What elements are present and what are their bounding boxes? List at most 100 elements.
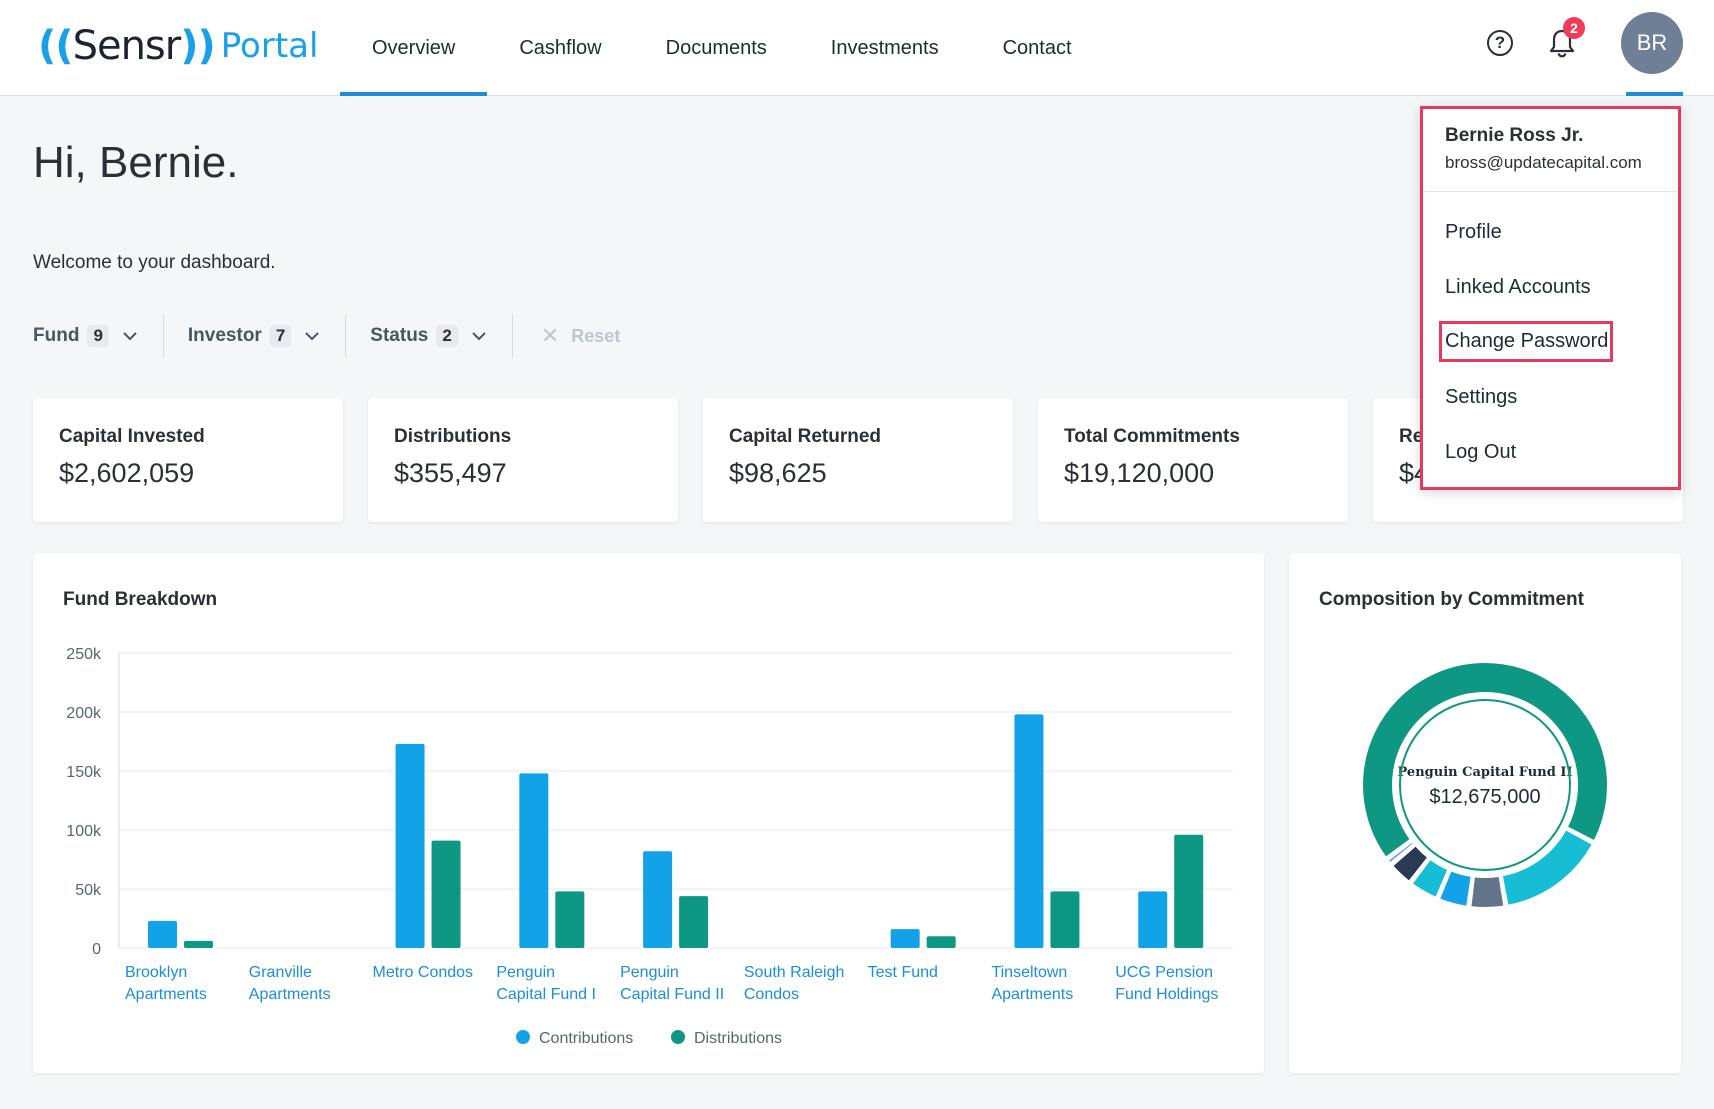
fund-breakdown-title: Fund Breakdown [63, 589, 218, 610]
menu-item-settings[interactable]: Settings [1445, 386, 1518, 408]
x-category-label[interactable]: Condos [744, 986, 799, 1003]
bar-distributions[interactable] [184, 940, 213, 948]
fund-filter-label: Fund [33, 325, 80, 346]
donut-slice[interactable] [1361, 661, 1609, 860]
legend-label[interactable]: Contributions [539, 1030, 633, 1047]
bar-contributions[interactable] [395, 743, 425, 948]
legend-label[interactable]: Distributions [694, 1030, 782, 1047]
menu-item-profile[interactable]: Profile [1445, 221, 1502, 243]
x-category-label[interactable]: Fund Holdings [1115, 986, 1218, 1003]
user-menu-email: bross@updatecapital.com [1445, 153, 1642, 172]
logo-portal-text: Portal [220, 26, 319, 66]
bar-contributions[interactable] [148, 920, 177, 948]
x-category-label[interactable]: Apartments [125, 986, 207, 1003]
kpi-value: $355,497 [394, 458, 507, 488]
reset-filters-button[interactable]: ✕ Reset [541, 323, 620, 349]
y-tick-label: 0 [92, 941, 101, 958]
x-category-label[interactable]: Capital Fund II [620, 986, 724, 1003]
fund-filter-count: 9 [87, 325, 109, 347]
x-category-label[interactable]: Test Fund [868, 964, 938, 981]
fund-breakdown-bar-chart: 0 50k 100k 150k 200k 250k Brooklyn Apartments Gr… [66, 646, 1233, 1047]
x-category-label[interactable]: Metro Condos [373, 964, 474, 981]
composition-panel: Composition by Commitment Penguin Capita… [1289, 553, 1681, 1073]
investor-filter-count: 7 [269, 325, 292, 347]
status-filter-dropdown[interactable]: Status 2 [370, 314, 513, 358]
x-category-label[interactable]: UCG Pension [1115, 964, 1213, 981]
investor-filter-dropdown[interactable]: Investor 7 [187, 314, 347, 358]
user-menu-name: Bernie Ross Jr. [1445, 125, 1584, 146]
donut-slice[interactable] [1500, 827, 1595, 908]
kpi-value: $2,602,059 [59, 458, 195, 488]
top-navigation-bar: ((Sensr)) Portal Overview Cashflow Docum… [0, 0, 1714, 96]
fund-filter-dropdown[interactable]: Fund 9 [33, 314, 164, 358]
menu-item-change-password[interactable]: Change Password [1438, 321, 1614, 362]
nav-investments[interactable]: Investments [830, 36, 939, 59]
donut-slice[interactable] [1410, 857, 1450, 900]
bar-contributions[interactable] [1138, 891, 1168, 948]
x-category-label[interactable]: South Raleigh [744, 964, 845, 981]
y-tick-label: 100k [66, 823, 102, 840]
welcome-text: Welcome to your dashboard. [33, 252, 276, 273]
kpi-value: $98,625 [729, 458, 827, 488]
fund-breakdown-panel: Fund Breakdown 0 50k 100k 150k 200k 250k Brook… [33, 553, 1264, 1073]
kpi-card-distributions: Distributions $355,497 [368, 398, 678, 522]
bar-distributions[interactable] [679, 896, 709, 948]
bar-distributions[interactable] [431, 840, 461, 948]
x-category-label[interactable]: Apartments [249, 986, 331, 1003]
bar-distributions[interactable] [1050, 891, 1080, 948]
reset-label: Reset [571, 325, 621, 346]
bar-contributions[interactable] [890, 929, 920, 948]
bar-contributions[interactable] [1014, 714, 1044, 948]
donut-slice[interactable] [1390, 843, 1430, 884]
user-avatar-button[interactable]: BR [1621, 12, 1683, 74]
kpi-card-capital-invested: Capital Invested $2,602,059 [33, 398, 343, 522]
chevron-down-icon [472, 332, 486, 341]
kpi-value: $19,120,000 [1064, 458, 1215, 488]
donut-slice[interactable] [1437, 869, 1473, 908]
kpi-label: Capital Returned [729, 426, 882, 447]
investor-filter-label: Investor [187, 325, 262, 346]
legend-marker [671, 1030, 685, 1044]
logo-brand: ((Sensr)) [38, 23, 216, 69]
x-category-label[interactable]: Granville [249, 964, 312, 981]
notification-badge: 2 [1563, 17, 1585, 39]
menu-item-log-out[interactable]: Log Out [1445, 441, 1517, 463]
bar-distributions[interactable] [555, 891, 585, 948]
kpi-label: Distributions [394, 426, 512, 447]
x-category-label[interactable]: Penguin [620, 964, 679, 981]
x-category-label[interactable]: Tinseltown [991, 964, 1067, 981]
close-icon: ✕ [540, 323, 560, 348]
x-category-label[interactable]: Penguin [496, 964, 555, 981]
donut-slice[interactable] [1386, 839, 1416, 865]
status-filter-label: Status [370, 325, 429, 346]
nav-documents[interactable]: Documents [665, 36, 767, 59]
bar-distributions[interactable] [926, 936, 956, 948]
kpi-label: Total Commitments [1064, 426, 1240, 447]
kpi-label: Re [1399, 426, 1424, 447]
legend-marker [516, 1030, 530, 1044]
nav-overview[interactable]: Overview [340, 0, 488, 96]
chevron-down-icon [305, 332, 320, 341]
bar-contributions[interactable] [643, 851, 673, 948]
donut-slice[interactable] [1469, 874, 1506, 909]
x-category-label[interactable]: Capital Fund I [496, 986, 596, 1003]
nav-contact[interactable]: Contact [1002, 36, 1072, 59]
kpi-card-total-commitments: Total Commitments $19,120,000 [1038, 398, 1348, 522]
menu-item-linked-accounts[interactable]: Linked Accounts [1445, 276, 1591, 298]
sensr-portal-logo[interactable]: ((Sensr)) Portal [38, 18, 318, 74]
x-category-label[interactable]: Brooklyn [125, 964, 187, 981]
donut-center-name: Penguin Capital Fund II [1398, 765, 1573, 780]
composition-title: Composition by Commitment [1319, 589, 1584, 610]
bar-distributions[interactable] [1174, 834, 1204, 948]
help-icon[interactable]: ? [1487, 30, 1513, 56]
nav-cashflow[interactable]: Cashflow [519, 36, 602, 59]
y-tick-label: 150k [66, 764, 102, 781]
bar-contributions[interactable] [519, 773, 549, 948]
kpi-label: Capital Invested [59, 426, 205, 447]
avatar-active-indicator [1626, 92, 1683, 96]
x-category-label[interactable]: Apartments [991, 986, 1073, 1003]
filter-bar: Fund 9 Investor 7 Status 2 ✕ Reset [33, 308, 620, 364]
y-tick-label: 50k [75, 882, 102, 899]
kpi-card-capital-returned: Capital Returned $98,625 [703, 398, 1013, 522]
status-filter-count: 2 [436, 325, 458, 347]
